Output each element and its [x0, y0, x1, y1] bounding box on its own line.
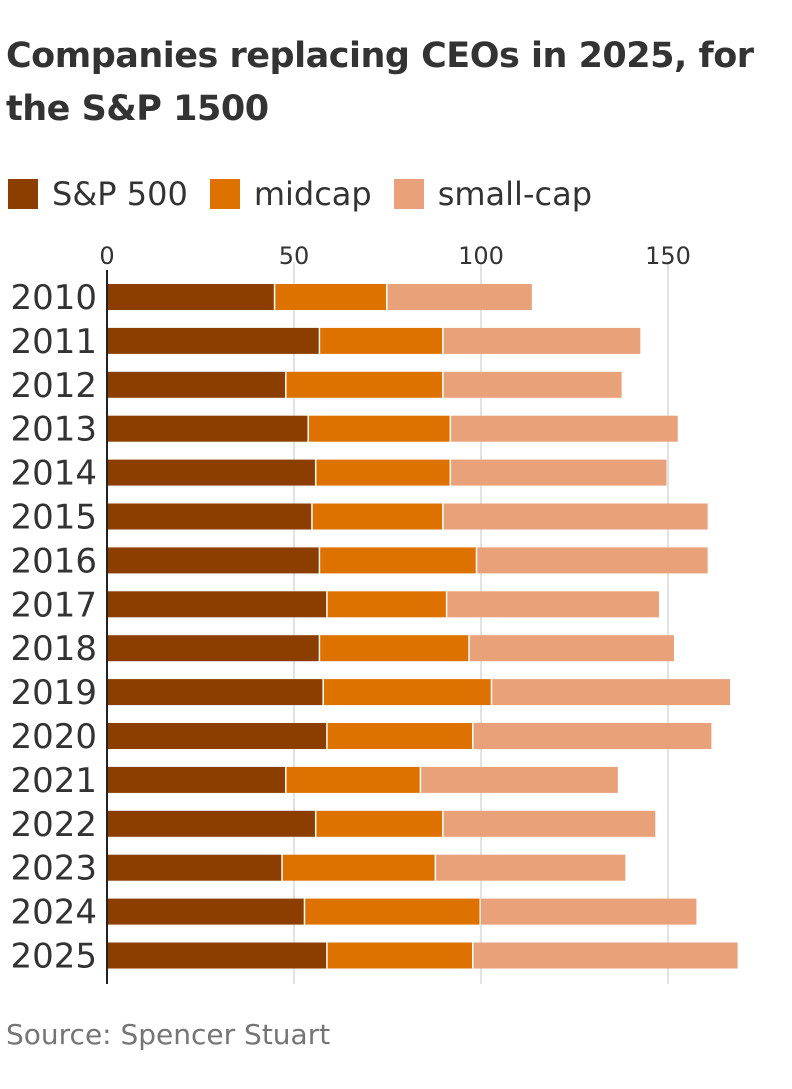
bar-2025-midcap	[327, 942, 473, 969]
y-tick-label-2024: 2024	[10, 893, 97, 933]
x-tick-label-0: 0	[99, 242, 114, 270]
bar-2018-small-cap	[469, 635, 674, 662]
bar-2022-midcap	[316, 810, 443, 837]
bar-2011-midcap	[320, 327, 443, 354]
legend-swatch-small-cap	[393, 179, 424, 209]
bar-2010-midcap	[275, 284, 386, 310]
bar-2013-midcap	[308, 415, 450, 442]
y-tick-label-2020: 2020	[10, 717, 97, 757]
bar-2024-small-cap	[481, 898, 697, 925]
bar-2024-midcap	[305, 898, 480, 925]
bar-2020-midcap	[327, 723, 473, 749]
y-tick-label-2012: 2012	[10, 366, 97, 406]
bar-2014-midcap	[316, 459, 450, 486]
bar-chart: 0 50 100 1502010201120122013201420152016201…	[10, 242, 738, 984]
bar-2012-s-p-500	[107, 371, 286, 398]
legend-item-small-cap: small-cap	[393, 175, 592, 213]
y-tick-label-2010: 2010	[10, 278, 97, 318]
bar-2018-s-p-500	[107, 635, 319, 662]
bar-2023-midcap	[282, 854, 435, 881]
bar-2019-midcap	[323, 679, 491, 706]
bar-2022-small-cap	[443, 810, 656, 837]
bar-2015-small-cap	[443, 503, 708, 530]
y-tick-label-2021: 2021	[10, 761, 97, 801]
x-tick-label-100: 100	[458, 242, 504, 270]
legend: S&P 500 midcap small-cap	[8, 174, 614, 214]
y-tick-label-2022: 2022	[10, 805, 97, 845]
legend-swatch-midcap	[209, 179, 240, 209]
bar-2019-s-p-500	[107, 679, 323, 706]
bar-2012-midcap	[286, 371, 443, 398]
bar-2025-s-p-500	[107, 942, 327, 969]
y-tick-label-2011: 2011	[10, 322, 97, 362]
bar-2015-midcap	[312, 503, 443, 530]
legend-item-sp500: S&P 500	[8, 175, 188, 213]
bar-2023-s-p-500	[107, 854, 282, 881]
bar-2020-s-p-500	[107, 723, 327, 749]
bar-2020-small-cap	[473, 723, 712, 749]
y-tick-label-2015: 2015	[10, 498, 97, 538]
legend-label-sp500: S&P 500	[52, 175, 188, 213]
bar-2011-small-cap	[443, 327, 641, 354]
bar-2016-midcap	[320, 547, 476, 574]
bar-2024-s-p-500	[107, 898, 304, 925]
legend-swatch-sp500	[8, 179, 38, 209]
y-tick-label-2019: 2019	[10, 673, 97, 713]
x-tick-label-150: 150	[645, 242, 691, 270]
legend-label-midcap: midcap	[253, 175, 372, 213]
bar-2016-small-cap	[477, 547, 708, 574]
bar-2025-small-cap	[473, 942, 738, 969]
bar-2014-s-p-500	[107, 459, 315, 486]
bar-2014-small-cap	[451, 459, 667, 486]
bar-2011-s-p-500	[107, 327, 319, 354]
bar-2022-s-p-500	[107, 810, 315, 837]
legend-item-midcap: midcap	[209, 175, 372, 213]
bar-2010-s-p-500	[107, 284, 274, 310]
bar-2023-small-cap	[436, 854, 626, 881]
bar-2017-midcap	[327, 591, 446, 618]
bar-2017-small-cap	[447, 591, 660, 618]
chart-title: Companies replacing CEOs in 2025, for th…	[6, 36, 754, 129]
bar-2021-midcap	[286, 766, 420, 793]
bar-2021-s-p-500	[107, 766, 286, 793]
bar-2010-small-cap	[387, 284, 532, 310]
y-tick-label-2014: 2014	[10, 454, 97, 494]
bar-2016-s-p-500	[107, 547, 319, 574]
y-tick-label-2025: 2025	[10, 937, 97, 977]
source-note: Source: Spencer Stuart	[6, 1018, 331, 1051]
legend-label-small-cap: small-cap	[437, 175, 592, 213]
bar-2013-s-p-500	[107, 415, 308, 442]
bar-2013-small-cap	[451, 415, 678, 442]
y-tick-label-2013: 2013	[10, 410, 97, 450]
bar-2012-small-cap	[443, 371, 622, 398]
bar-2017-s-p-500	[107, 591, 327, 618]
y-tick-label-2023: 2023	[10, 849, 97, 889]
bar-2019-small-cap	[492, 679, 731, 706]
bar-2021-small-cap	[421, 766, 618, 793]
y-tick-label-2018: 2018	[10, 629, 97, 669]
bar-2018-midcap	[320, 635, 469, 662]
x-tick-label-50: 50	[279, 242, 310, 270]
bar-2015-s-p-500	[107, 503, 312, 530]
y-tick-label-2017: 2017	[10, 585, 97, 625]
y-tick-label-2016: 2016	[10, 541, 97, 581]
